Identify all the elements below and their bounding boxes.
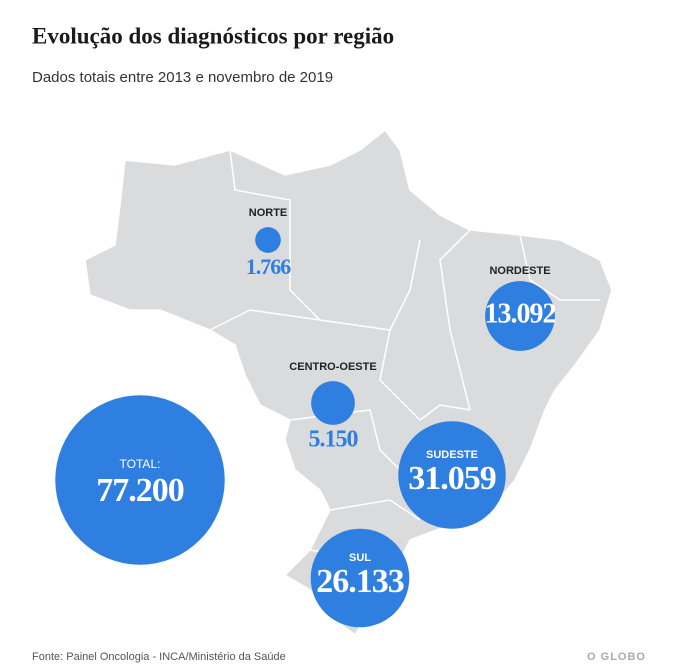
region-value: 13.092	[485, 298, 556, 329]
region-name: NORTE	[249, 207, 288, 219]
region-name: NORDESTE	[489, 265, 550, 277]
region-name: SUDESTE	[426, 449, 478, 461]
region-value: 31.059	[408, 460, 496, 497]
total-value: 77.200	[96, 472, 184, 509]
region-name: CENTRO-OESTE	[289, 361, 376, 373]
region-value: 26.133	[316, 563, 404, 600]
region-bubble	[398, 421, 506, 529]
source: Fonte: Painel Oncologia - INCA/Ministéri…	[32, 651, 286, 663]
region-value: 5.150	[309, 426, 359, 452]
region-bubble	[311, 381, 355, 425]
title: Evolução dos diagnósticos por região	[32, 23, 394, 48]
total-label: TOTAL:	[120, 457, 161, 471]
region-bubble	[310, 528, 410, 628]
subtitle: Dados totais entre 2013 e novembro de 20…	[32, 69, 333, 86]
region-value: 1.766	[246, 254, 292, 279]
brand: O GLOBO	[587, 651, 646, 663]
total-bubble	[55, 395, 225, 565]
region-bubble	[255, 227, 281, 253]
region-name: SUL	[349, 552, 371, 564]
region-bubble	[485, 281, 555, 351]
